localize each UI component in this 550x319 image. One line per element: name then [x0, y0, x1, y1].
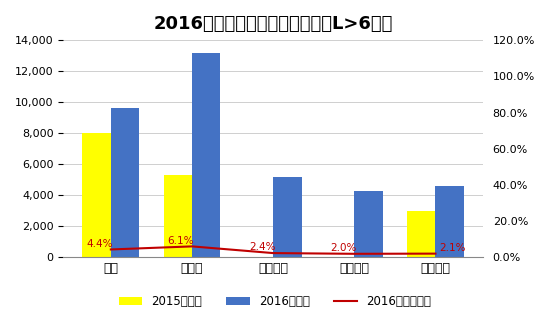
2016年市场份额: [270, 251, 277, 255]
Bar: [436, 186, 464, 257]
Bar: [192, 53, 221, 257]
Text: 2.1%: 2.1%: [439, 243, 466, 253]
2016年市场份额: [189, 244, 195, 248]
2016年市场份额: [107, 248, 114, 251]
Bar: [354, 191, 383, 257]
Legend: 2015年销量, 2016年销量, 2016年市场份额: 2015年销量, 2016年销量, 2016年市场份额: [114, 291, 436, 313]
Bar: [82, 133, 111, 257]
2016年市场份额: [432, 252, 439, 256]
Bar: [407, 211, 436, 257]
Text: 2.0%: 2.0%: [330, 243, 356, 253]
Bar: [111, 108, 139, 257]
Line: 2016年市场份额: 2016年市场份额: [111, 246, 436, 254]
Text: 4.4%: 4.4%: [86, 239, 113, 249]
Text: 2.4%: 2.4%: [249, 242, 276, 252]
2016年市场份额: [351, 252, 358, 256]
Text: 6.1%: 6.1%: [168, 236, 194, 246]
Bar: [273, 177, 301, 257]
Bar: [163, 175, 192, 257]
Title: 2016年主流客车企业销量变化（L>6米）: 2016年主流客车企业销量变化（L>6米）: [153, 15, 393, 33]
